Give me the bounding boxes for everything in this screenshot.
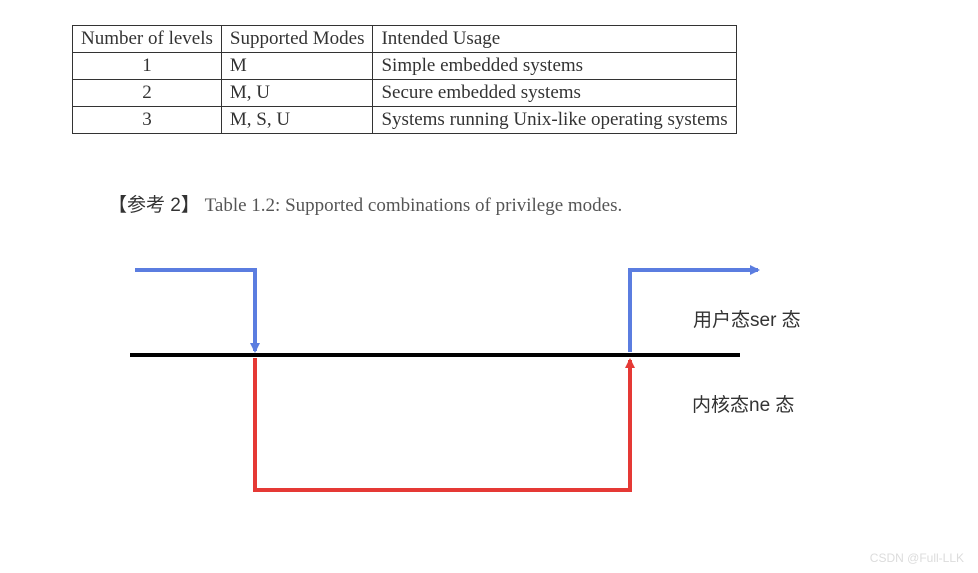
cell-levels: 2: [73, 80, 222, 107]
cell-modes: M, S, U: [221, 107, 373, 134]
col-header-modes: Supported Modes: [221, 26, 373, 53]
user-mode-enter-path: [135, 270, 255, 351]
table-row: 3 M, S, U Systems running Unix-like oper…: [73, 107, 737, 134]
cell-modes: M, U: [221, 80, 373, 107]
cell-usage: Simple embedded systems: [373, 53, 736, 80]
table-row: 2 M, U Secure embedded systems: [73, 80, 737, 107]
caption-text: Table 1.2: Supported combinations of pri…: [205, 195, 623, 216]
user-mode-label: 用户态ser 态: [693, 305, 801, 332]
cell-levels: 1: [73, 53, 222, 80]
watermark: CSDN @Full-LLK: [870, 551, 964, 565]
cell-usage: Systems running Unix-like operating syst…: [373, 107, 736, 134]
table-row: 1 M Simple embedded systems: [73, 53, 737, 80]
kernel-mode-label: 内核态ne 态: [692, 390, 794, 417]
privilege-table: Number of levels Supported Modes Intende…: [72, 25, 737, 134]
col-header-usage: Intended Usage: [373, 26, 736, 53]
privilege-table-container: Number of levels Supported Modes Intende…: [72, 25, 737, 134]
table-header-row: Number of levels Supported Modes Intende…: [73, 26, 737, 53]
cell-modes: M: [221, 53, 373, 80]
caption-prefix: 【参考 2】: [108, 195, 200, 216]
cell-usage: Secure embedded systems: [373, 80, 736, 107]
table-caption: 【参考 2】 Table 1.2: Supported combinations…: [108, 190, 622, 217]
col-header-levels: Number of levels: [73, 26, 222, 53]
kernel-mode-path: [255, 358, 630, 490]
cell-levels: 3: [73, 107, 222, 134]
